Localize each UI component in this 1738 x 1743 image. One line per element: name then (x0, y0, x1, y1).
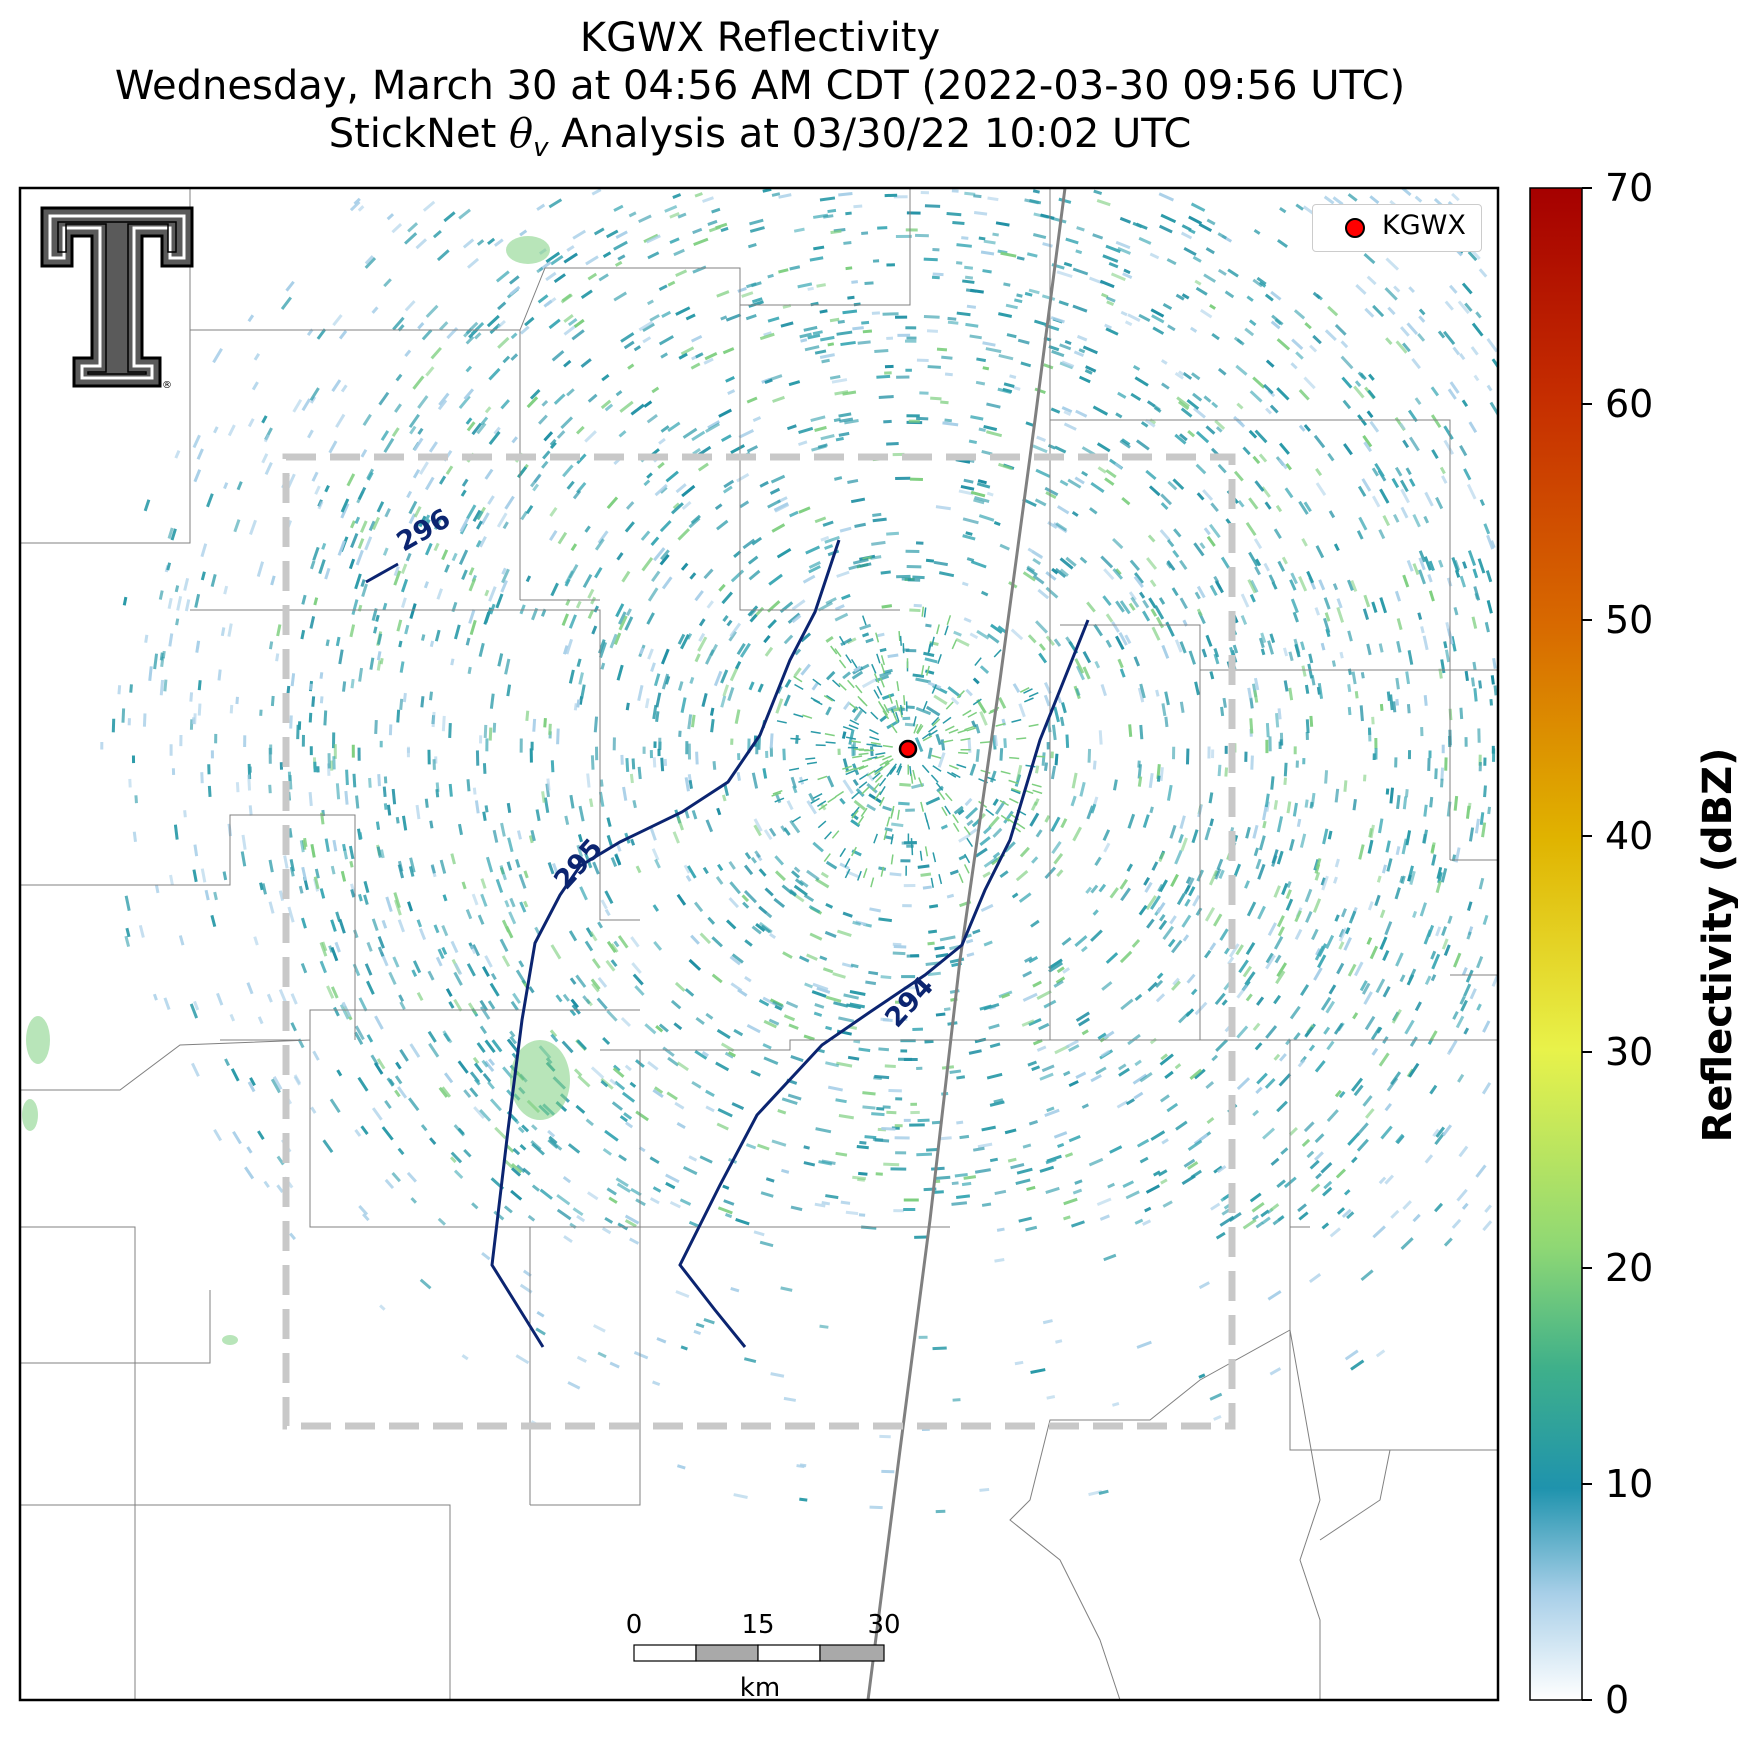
map-scale-bar (633, 1644, 885, 1662)
colorbar-tick-label: 10 (1605, 1462, 1654, 1506)
figure-subtitle-analysis: StickNet θv Analysis at 03/30/22 10:02 U… (0, 110, 1520, 172)
colorbar-tick-label: 0 (1605, 1678, 1630, 1722)
stickNet-analysis-domain (282, 453, 1236, 1430)
title-suffix: Analysis at 03/30/22 10:02 UTC (548, 111, 1192, 157)
theta-subscript: v (533, 133, 549, 163)
map-frame (18, 186, 1500, 1702)
county-borders (20, 188, 1498, 1700)
logo-registered-mark: ® (162, 380, 172, 391)
colorbar-ticks (1582, 187, 1592, 1701)
contour-295 (490, 539, 841, 1348)
radar-site-marker (898, 739, 918, 759)
contour-label-294: 294 (879, 971, 940, 1034)
highway-line (866, 188, 1067, 1700)
legend-label: KGWX (1382, 210, 1466, 241)
colorbar-tick-label: 50 (1605, 598, 1654, 642)
figure-subtitle-time: Wednesday, March 30 at 04:56 AM CDT (202… (114, 63, 1406, 109)
legend-marker-icon (1345, 218, 1365, 238)
scale-tick-label: 30 (867, 1610, 901, 1640)
contour-294 (678, 619, 1090, 1348)
scale-tick-label: 0 (625, 1610, 643, 1640)
colorbar-tick-label: 40 (1605, 814, 1654, 858)
colorbar-tick-label: 70 (1605, 166, 1654, 210)
colorbar-tick-label: 30 (1605, 1030, 1654, 1074)
colorbar-tick-label: 20 (1605, 1246, 1654, 1290)
colorbar-title: Reflectivity (dBZ) (1695, 747, 1738, 1143)
scale-unit-label: km (739, 1673, 781, 1703)
theta-symbol: θ (509, 111, 534, 157)
colorbar-tick-label: 60 (1605, 382, 1654, 426)
figure-title: KGWX Reflectivity (579, 15, 941, 61)
reflectivity-echoes (22, 188, 1498, 1514)
texas-tech-logo: ® (40, 206, 194, 391)
contour-296 (365, 562, 399, 584)
legend-box (1312, 204, 1482, 252)
title-prefix: StickNet (328, 111, 509, 157)
colorbar (1529, 187, 1583, 1701)
scale-tick-label: 15 (741, 1610, 775, 1640)
theta-v-contours (365, 539, 1090, 1348)
